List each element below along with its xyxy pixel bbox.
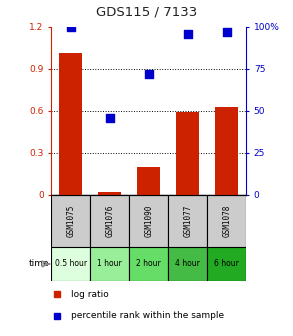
Point: [224, 29, 229, 35]
Bar: [176, 112, 199, 195]
Text: time: time: [29, 259, 49, 268]
Bar: [207, 195, 246, 247]
Bar: [168, 195, 207, 247]
Text: 4 hour: 4 hour: [175, 259, 200, 268]
Bar: [90, 247, 129, 281]
Bar: [90, 195, 129, 247]
Point: [108, 115, 112, 120]
Text: GSM1077: GSM1077: [183, 205, 192, 237]
Point: [185, 31, 190, 36]
Bar: [59, 53, 82, 195]
Bar: [98, 192, 121, 195]
Bar: [215, 108, 238, 195]
Bar: [129, 247, 168, 281]
Bar: [137, 167, 160, 195]
Bar: [207, 247, 246, 281]
Text: log ratio: log ratio: [71, 290, 108, 299]
Text: percentile rank within the sample: percentile rank within the sample: [71, 311, 224, 320]
Point: [146, 71, 151, 77]
Bar: [51, 247, 90, 281]
Bar: [51, 195, 90, 247]
Text: GSM1090: GSM1090: [144, 205, 153, 237]
Text: 1 hour: 1 hour: [97, 259, 122, 268]
Bar: [129, 195, 168, 247]
Text: GDS115 / 7133: GDS115 / 7133: [96, 5, 197, 18]
Point: [69, 24, 73, 30]
Text: 0.5 hour: 0.5 hour: [55, 259, 87, 268]
Text: GSM1075: GSM1075: [66, 205, 75, 237]
Text: 6 hour: 6 hour: [214, 259, 239, 268]
Bar: [168, 247, 207, 281]
Text: GSM1076: GSM1076: [105, 205, 114, 237]
Text: GSM1078: GSM1078: [222, 205, 231, 237]
Text: 2 hour: 2 hour: [136, 259, 161, 268]
